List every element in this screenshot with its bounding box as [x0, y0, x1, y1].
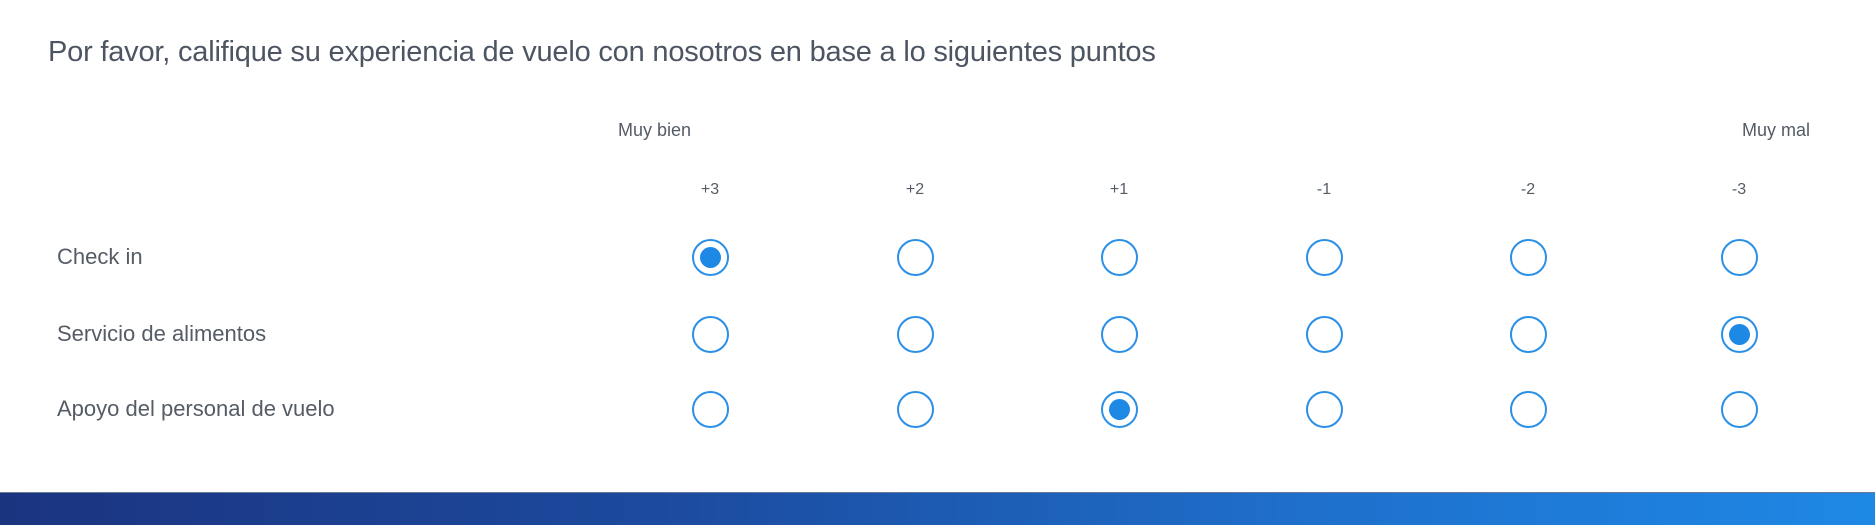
radio-button[interactable]	[1510, 316, 1547, 353]
radio-button[interactable]	[897, 239, 934, 276]
scale-option-label: +1	[1109, 181, 1129, 198]
question-title: Por favor, califique su experiencia de v…	[48, 36, 1156, 68]
radio-button[interactable]	[692, 391, 729, 428]
row-label: Servicio de alimentos	[57, 321, 267, 346]
radio-button[interactable]	[897, 391, 934, 428]
radio-button[interactable]	[897, 316, 934, 353]
radio-button[interactable]	[1721, 316, 1758, 353]
scale-option-label: -3	[1731, 181, 1747, 198]
scale-option-label: -2	[1520, 181, 1536, 198]
radio-button[interactable]	[692, 316, 729, 353]
radio-button[interactable]	[1721, 391, 1758, 428]
scale-left-label: Muy bien	[618, 120, 692, 140]
radio-button[interactable]	[1306, 316, 1343, 353]
radio-button[interactable]	[1306, 239, 1343, 276]
radio-button[interactable]	[1101, 316, 1138, 353]
radio-button[interactable]	[692, 239, 729, 276]
footer-bar	[0, 492, 1875, 525]
row-label: Check in	[57, 244, 143, 269]
scale-option-label: +3	[700, 181, 720, 198]
radio-button[interactable]	[1101, 239, 1138, 276]
radio-button[interactable]	[1721, 239, 1758, 276]
radio-button[interactable]	[1101, 391, 1138, 428]
scale-option-label: -1	[1316, 181, 1332, 198]
radio-button[interactable]	[1510, 239, 1547, 276]
radio-button[interactable]	[1306, 391, 1343, 428]
radio-button[interactable]	[1510, 391, 1547, 428]
row-label: Apoyo del personal de vuelo	[57, 396, 335, 421]
scale-right-label: Muy mal	[1742, 120, 1811, 140]
scale-option-label: +2	[905, 181, 925, 198]
